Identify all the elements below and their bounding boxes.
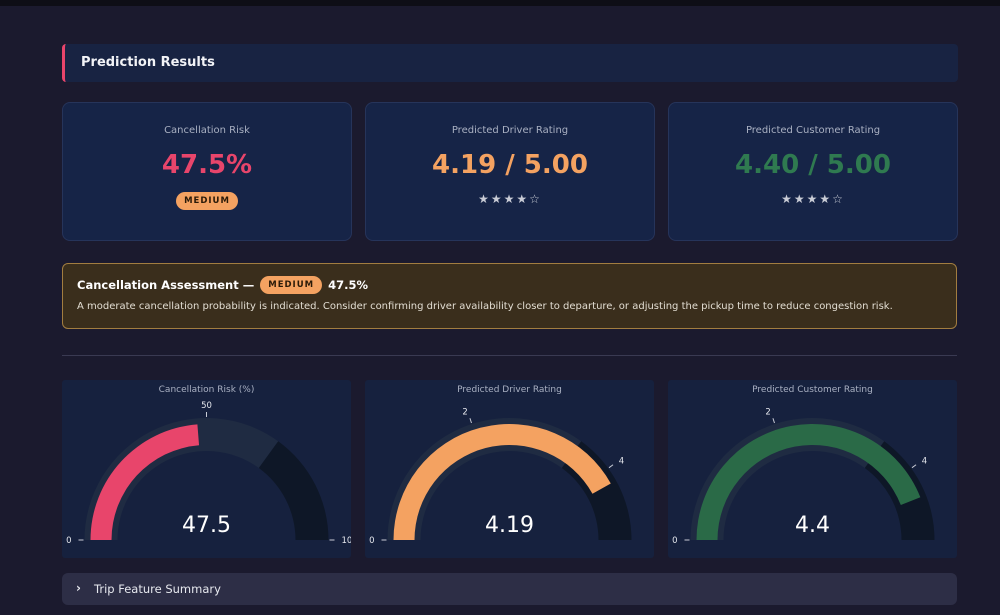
card-value: 4.40 / 5.00 xyxy=(735,150,891,180)
metric-card: Cancellation Risk 47.5% MEDIUM xyxy=(62,102,352,241)
gauge-title: Cancellation Risk (%) xyxy=(159,385,255,395)
section-header: Prediction Results xyxy=(62,44,958,82)
chevron: › xyxy=(76,581,81,595)
gauge-tick-label: 2 xyxy=(462,408,467,418)
gauge-value: 47.5 xyxy=(182,513,231,538)
gauge-step xyxy=(690,418,885,540)
assessment-heading: Cancellation Assessment — MEDIUM 47.5% xyxy=(77,276,368,294)
gauge-bar xyxy=(393,424,611,540)
assessment-title: Cancellation Assessment — xyxy=(77,278,255,292)
gauge-title: Predicted Customer Rating xyxy=(752,385,873,395)
gauge: 0 2 4 Predicted Driver Rating 4.19 xyxy=(365,380,654,558)
assessment-box: Cancellation Assessment — MEDIUM 47.5% A… xyxy=(62,263,957,329)
metric-card: Predicted Customer Rating 4.40 / 5.00 ★★… xyxy=(668,102,958,241)
card-value: 4.19 / 5.00 xyxy=(432,150,588,180)
gauge-tick-label: 4 xyxy=(619,457,624,467)
gauge-bar xyxy=(696,424,921,540)
gauge-tick xyxy=(772,418,775,424)
top-bar xyxy=(0,0,1000,6)
risk-badge: MEDIUM xyxy=(260,276,323,294)
expander[interactable]: › Trip Feature Summary xyxy=(62,573,957,605)
gauge-step xyxy=(258,441,329,540)
assessment-value: 47.5% xyxy=(328,278,368,292)
gauge-tick-label: 100 xyxy=(342,536,358,546)
gauge: 0 50 100 Cancellation Risk (%) 47.5 xyxy=(62,380,358,558)
gauge-value: 4.19 xyxy=(485,513,534,538)
metric-card: Predicted Driver Rating 4.19 / 5.00 ★★★★… xyxy=(365,102,655,241)
expander-label: Trip Feature Summary xyxy=(94,582,221,596)
gauge-tick-label: 0 xyxy=(369,536,374,546)
gauge-tick-label: 50 xyxy=(201,401,212,411)
risk-badge: MEDIUM xyxy=(176,192,238,210)
star-rating: ★★★★☆ xyxy=(781,192,845,206)
gauge-tick-label: 2 xyxy=(765,408,770,418)
gauge-step xyxy=(387,418,582,540)
gauge: 0 2 4 Predicted Customer Rating 4.4 xyxy=(668,380,957,558)
card-value: 47.5% xyxy=(161,150,253,180)
divider xyxy=(62,355,957,356)
gauge-tick-label: 0 xyxy=(66,536,71,546)
card-label: Predicted Customer Rating xyxy=(745,125,881,136)
gauge-value: 4.4 xyxy=(795,513,830,538)
gauge-background xyxy=(62,380,351,558)
gauge-background xyxy=(365,380,654,558)
star-rating: ★★★★☆ xyxy=(478,192,542,206)
gauge-tick xyxy=(911,464,917,469)
section-title: Prediction Results xyxy=(81,55,215,70)
gauge-tick xyxy=(469,418,472,424)
gauge-tick-label: 4 xyxy=(922,457,927,467)
gauge-tick xyxy=(608,464,614,469)
gauge-background xyxy=(668,380,957,558)
card-label: Cancellation Risk xyxy=(164,125,250,136)
card-label: Predicted Driver Rating xyxy=(451,125,569,136)
assessment-text: A moderate cancellation probability is i… xyxy=(77,301,893,312)
gauge-step xyxy=(84,417,279,540)
gauge-tick-label: 0 xyxy=(672,536,677,546)
gauge-bar xyxy=(90,424,200,540)
gauge-title: Predicted Driver Rating xyxy=(457,385,562,395)
